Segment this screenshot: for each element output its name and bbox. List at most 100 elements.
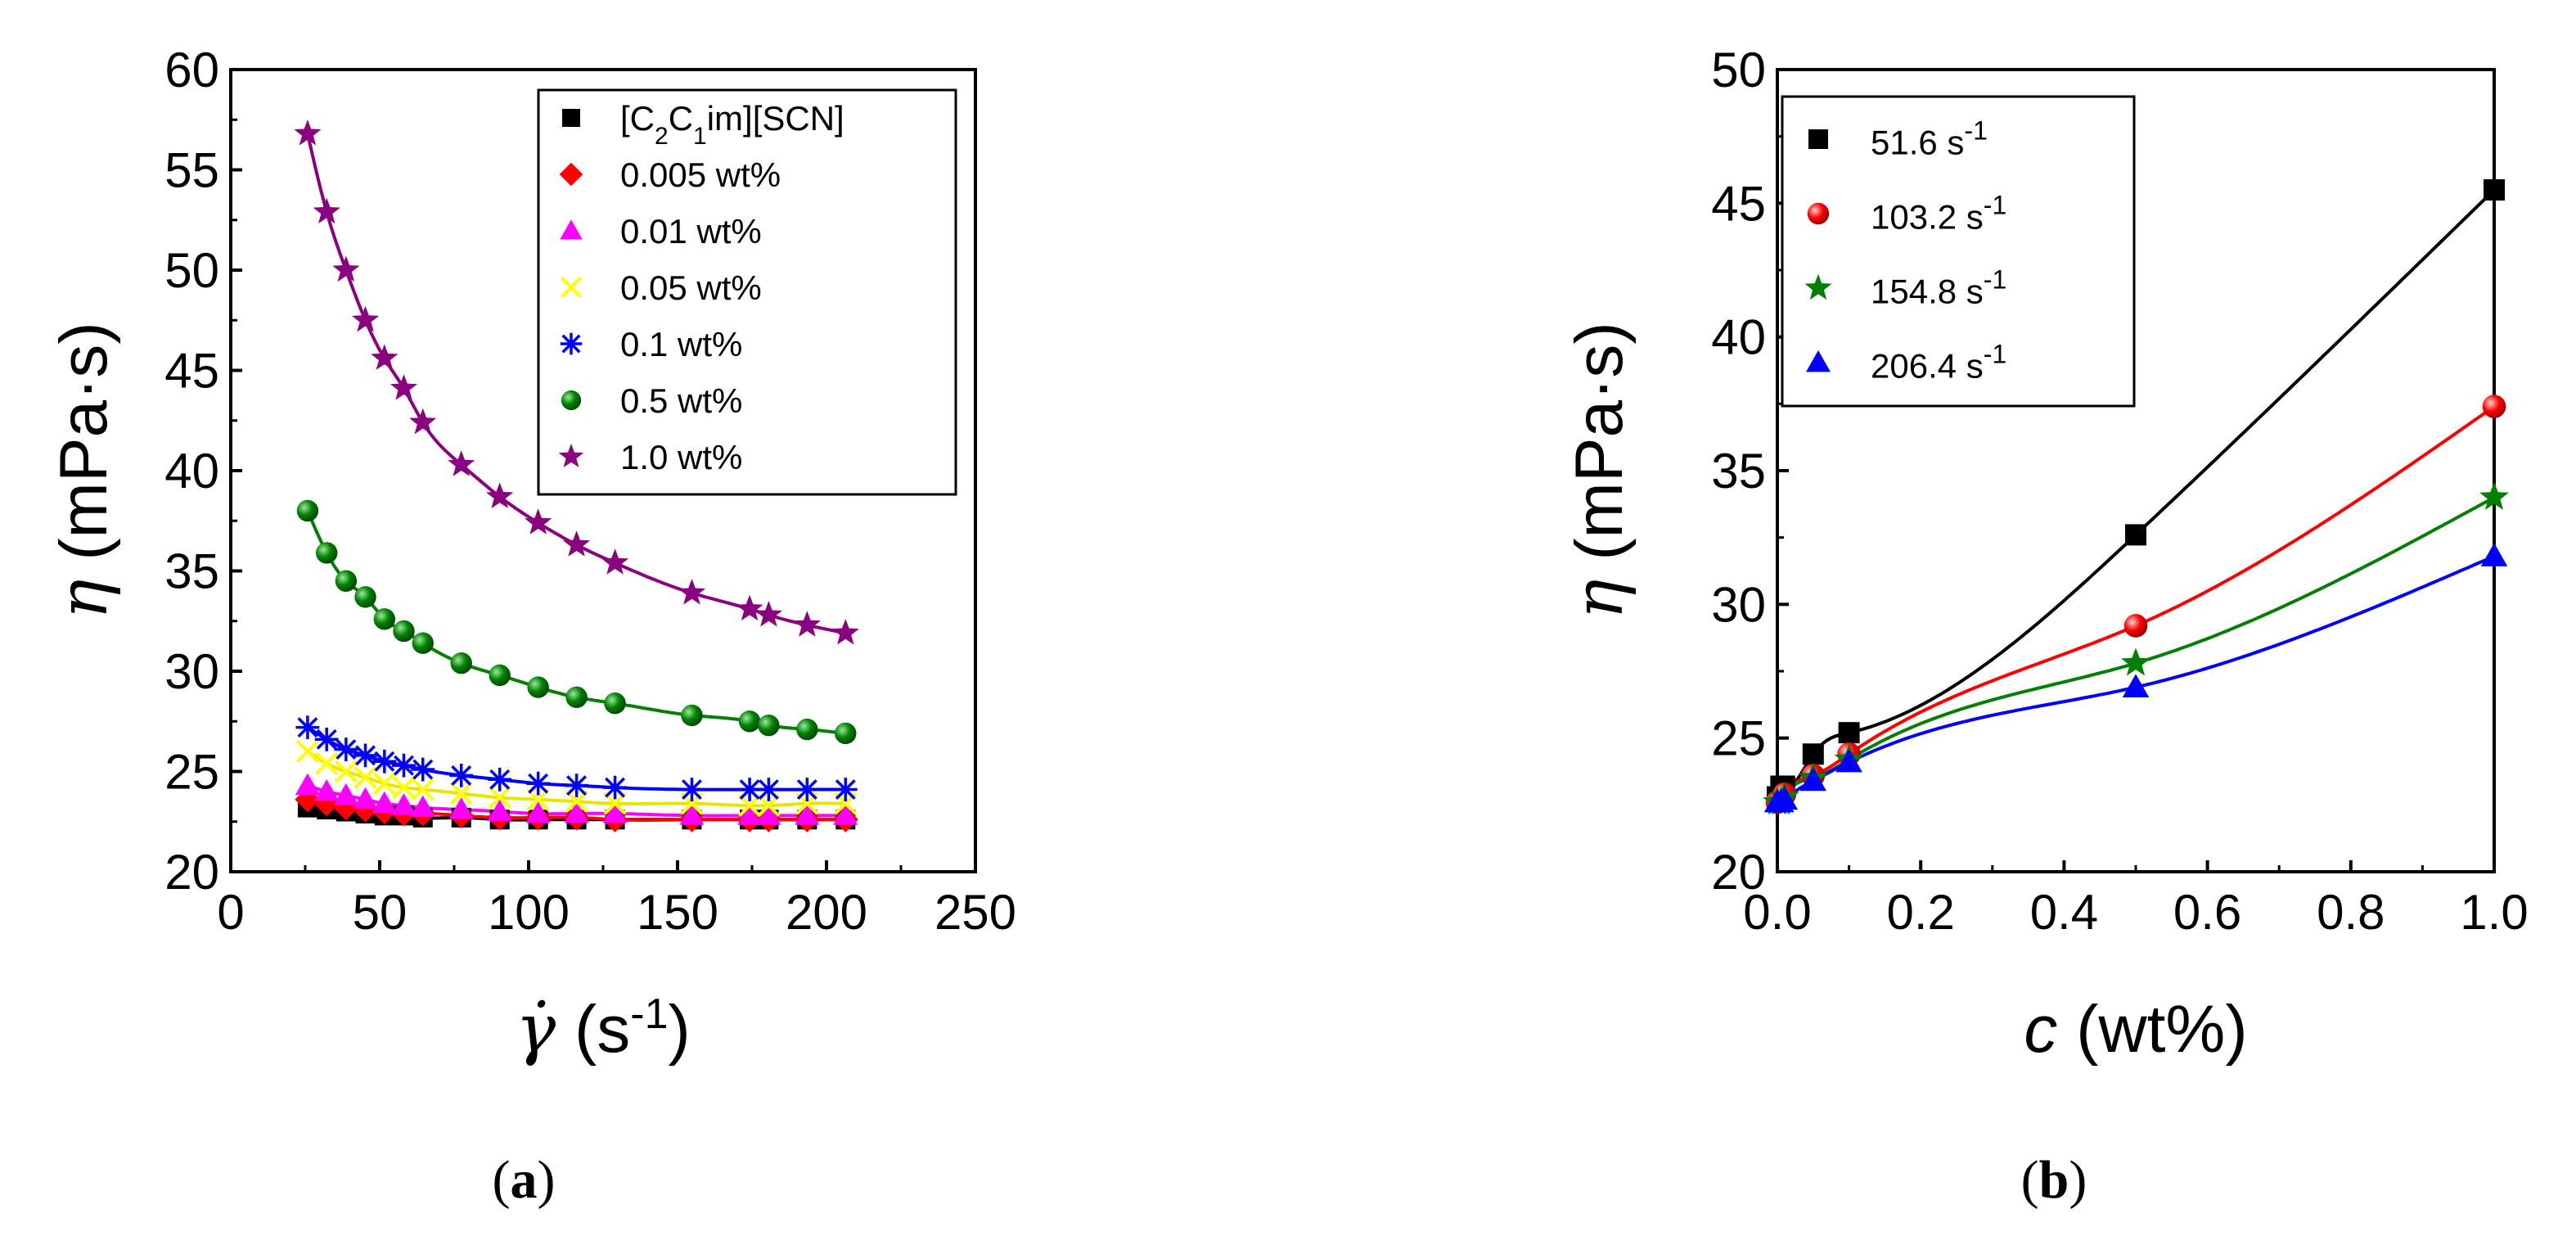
data-point bbox=[487, 799, 512, 821]
data-point bbox=[2482, 395, 2506, 418]
data-point bbox=[565, 774, 589, 798]
x-tick-label: 0.6 bbox=[2173, 885, 2241, 940]
data-point bbox=[486, 482, 514, 508]
data-point bbox=[527, 676, 549, 698]
legend-a: [C2C1im][SCN] 0.005 wt% 0.01 wt% 0.05 wt% 0.… bbox=[537, 88, 957, 496]
data-point bbox=[353, 787, 378, 810]
data-point bbox=[392, 776, 416, 800]
data-point bbox=[525, 801, 551, 823]
x-tick-label: 0.8 bbox=[2317, 885, 2385, 940]
y-tick-label: 60 bbox=[164, 43, 219, 97]
data-point bbox=[833, 803, 858, 825]
chart-panel-a: 0 50 100 150 200 250 20 25 30 35 40 45 50 55 60 η (mPa·… bbox=[45, 43, 1016, 1068]
data-point bbox=[488, 767, 512, 792]
data-point bbox=[316, 542, 338, 564]
data-point bbox=[393, 620, 415, 643]
data-point bbox=[757, 794, 781, 818]
legend-b: 51.6 s-1 103.2 s-1 154.8 s-1 206.4 s-1 bbox=[1781, 95, 2136, 408]
data-point bbox=[2122, 674, 2150, 697]
fit-curve-103-2-s-1 bbox=[1776, 404, 2496, 804]
legend-marker bbox=[560, 219, 583, 240]
data-point bbox=[354, 765, 377, 789]
data-point bbox=[793, 611, 821, 637]
chart-panel-b: 0.0 0.2 0.4 0.6 0.8 1.0 20 25 30 35 40 45 50 η (mPa·s… bbox=[1560, 43, 2529, 1067]
y-tick-label: 45 bbox=[1711, 176, 1766, 231]
y-tick-label: 35 bbox=[164, 544, 219, 599]
data-point bbox=[2121, 647, 2150, 676]
data-point bbox=[603, 775, 627, 800]
x-tick-label: 150 bbox=[637, 885, 718, 940]
panel-label-b: (b) bbox=[2021, 1150, 2087, 1210]
data-point bbox=[354, 586, 376, 608]
x-tick-label: 50 bbox=[353, 885, 408, 940]
legend-marker bbox=[558, 444, 584, 467]
data-point bbox=[756, 803, 781, 825]
data-point bbox=[335, 570, 358, 592]
y-tick-label: 25 bbox=[164, 745, 219, 800]
y-tick-label: 55 bbox=[164, 143, 219, 198]
legend-label: 1.0 wt% bbox=[620, 438, 742, 476]
data-point bbox=[2480, 543, 2508, 566]
data-point bbox=[526, 787, 550, 811]
data-point bbox=[2123, 614, 2148, 638]
legend-marker bbox=[561, 277, 582, 298]
data-point bbox=[1771, 786, 1799, 810]
data-point bbox=[334, 738, 358, 761]
data-point bbox=[295, 773, 320, 796]
data-point bbox=[833, 778, 858, 801]
data-point bbox=[488, 786, 511, 810]
data-point bbox=[738, 794, 762, 818]
y-tick-label: 30 bbox=[1711, 577, 1766, 632]
panel-label-a: (a) bbox=[493, 1150, 556, 1210]
data-point bbox=[796, 718, 818, 741]
x-tick-label: 0.2 bbox=[1886, 885, 1954, 940]
x-tick-label: 250 bbox=[934, 885, 1016, 940]
data-point bbox=[737, 778, 762, 801]
series-1-0-wt bbox=[294, 120, 859, 645]
legend-label: 0.1 wt% bbox=[620, 325, 742, 363]
data-point bbox=[450, 652, 472, 674]
data-point bbox=[296, 499, 319, 522]
data-point bbox=[410, 795, 435, 817]
data-point bbox=[563, 530, 591, 557]
x-axis-label: γ̇ (s-1) bbox=[516, 990, 691, 1068]
data-point bbox=[315, 751, 339, 775]
data-point bbox=[295, 715, 320, 739]
data-point bbox=[601, 548, 629, 575]
series-0-1-wt bbox=[295, 715, 858, 801]
data-point bbox=[738, 710, 761, 733]
data-point bbox=[526, 771, 551, 796]
data-point bbox=[679, 803, 705, 825]
data-point bbox=[795, 803, 820, 825]
legend-label: 206.4 s-1 bbox=[1871, 340, 2006, 386]
y-tick-label: 35 bbox=[1711, 444, 1766, 498]
legend-marker bbox=[561, 390, 582, 411]
data-point bbox=[313, 791, 340, 817]
y-axis-label: η (mPa·s) bbox=[1560, 322, 1638, 619]
legend-label: 0.05 wt% bbox=[620, 268, 762, 307]
data-point bbox=[411, 778, 435, 801]
y-tick-label: 40 bbox=[164, 444, 219, 498]
data-point bbox=[680, 778, 704, 801]
legend-marker bbox=[559, 162, 583, 187]
series-0-01-wt bbox=[295, 773, 858, 825]
series-206-4-s-1 bbox=[1763, 543, 2508, 813]
data-point bbox=[392, 753, 416, 778]
legend-label: 103.2 s-1 bbox=[1871, 191, 2006, 237]
legend-box bbox=[537, 88, 957, 496]
legend-marker bbox=[1807, 202, 1830, 225]
y-tick-label: 40 bbox=[1711, 310, 1766, 365]
data-point bbox=[390, 374, 417, 400]
x-tick-label: 0 bbox=[217, 885, 244, 940]
data-point bbox=[565, 686, 588, 709]
data-point bbox=[409, 408, 437, 435]
data-point bbox=[373, 608, 396, 630]
data-point bbox=[352, 305, 380, 332]
y-tick-label: 30 bbox=[164, 644, 219, 699]
data-point bbox=[333, 783, 358, 805]
data-point bbox=[525, 508, 552, 535]
data-point bbox=[314, 779, 340, 801]
data-point bbox=[737, 803, 763, 825]
data-point bbox=[372, 772, 396, 796]
